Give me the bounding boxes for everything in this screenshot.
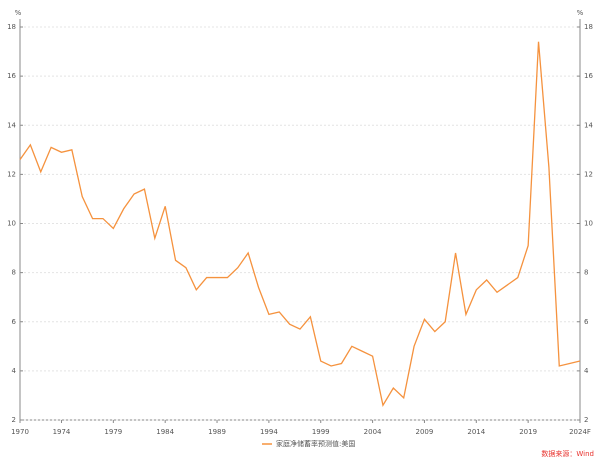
y2-axis-unit: % — [577, 9, 584, 17]
y-tick-label: 14 — [7, 121, 16, 129]
legend-label: 家庭净储蓄率预测值:美国 — [276, 439, 355, 448]
y-tick-label: 10 — [7, 220, 16, 228]
y2-tick-label: 8 — [584, 269, 588, 277]
x-tick-label: 2009 — [416, 428, 434, 436]
data-line — [19, 41, 581, 408]
x-tick-label: 1979 — [104, 428, 122, 436]
x-tick-label: 1989 — [208, 428, 226, 436]
y2-tick-label: 10 — [584, 220, 593, 228]
x-tick-label: 2004 — [364, 428, 382, 436]
x-tick-label: 2019 — [519, 428, 537, 436]
y-tick-label: 8 — [12, 269, 16, 277]
x-tick-label: 2024F — [569, 428, 591, 436]
y2-tick-label: 16 — [584, 72, 593, 80]
y-axis-unit: % — [15, 9, 22, 17]
y-tick-label: 18 — [7, 23, 16, 31]
x-tick-label: 1994 — [260, 428, 278, 436]
y2-tick-label: 14 — [584, 121, 593, 129]
y2-tick-label: 6 — [584, 318, 589, 326]
y2-tick-label: 12 — [584, 170, 593, 178]
y2-tick-label: 2 — [584, 416, 588, 424]
y-tick-label: 6 — [12, 318, 17, 326]
x-tick-label: 1984 — [156, 428, 174, 436]
x-tick-label: 1999 — [312, 428, 330, 436]
x-tick-label: 2014 — [467, 428, 485, 436]
source-note: 数据来源：Wind — [541, 449, 594, 458]
y-tick-label: 2 — [12, 416, 16, 424]
y2-tick-label: 18 — [584, 23, 593, 31]
x-tick-label: 1974 — [53, 428, 71, 436]
y2-tick-label: 4 — [584, 367, 589, 375]
y-tick-label: 16 — [7, 72, 16, 80]
y-tick-label: 12 — [7, 170, 16, 178]
y-tick-label: 4 — [12, 367, 17, 375]
x-tick-label: 1970 — [11, 428, 29, 436]
